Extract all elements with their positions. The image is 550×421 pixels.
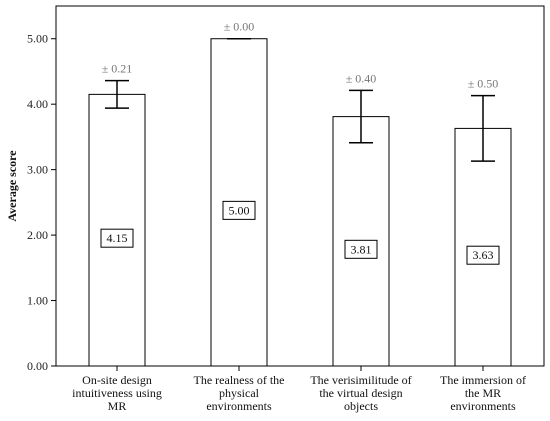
value-label: 5.00 (229, 203, 250, 217)
y-tick-label: 1.00 (27, 294, 48, 308)
value-label-box (100, 228, 134, 248)
category-label-line: environments (206, 399, 272, 413)
error-label: ± 0.00 (224, 20, 255, 34)
error-label: ± 0.40 (346, 71, 377, 85)
bar-group: ± 0.40 3.81 (332, 71, 390, 367)
category-label: The verisimilitude of the virtual design o… (310, 373, 411, 413)
plot-frame (55, 5, 545, 367)
category-label-line: environments (450, 399, 516, 413)
category-label-line: the virtual design (319, 386, 402, 400)
y-tick-label: 4.00 (27, 97, 48, 111)
bar-group: ± 0.21 4.15 (88, 62, 146, 367)
error-label: ± 0.50 (468, 77, 499, 91)
category-label-line: MR (108, 399, 127, 413)
y-tick-label: 0.00 (27, 359, 48, 373)
value-label-box (344, 239, 378, 259)
value-label-box (466, 245, 500, 265)
value-label-box (222, 200, 256, 220)
category-label-line: On-site design (82, 373, 152, 387)
value-label: 3.81 (351, 242, 372, 256)
y-tick-label: 3.00 (27, 163, 48, 177)
category-label-line: intuitiveness using (72, 386, 162, 400)
category-label-line: the MR (465, 386, 501, 400)
category-label: The realness of the physical environments (194, 373, 285, 413)
y-axis-label: Average score (5, 150, 19, 222)
category-label: On-site design intuitiveness using MR (72, 373, 162, 413)
category-labels: On-site design intuitiveness using MR The r… (72, 366, 526, 413)
bars: ± 0.21 4.15 ± 0.00 5.00 ± 0.40 3.81 ± 0.50 3.63 (88, 20, 512, 367)
category-label-line: objects (344, 399, 378, 413)
y-axis: 0.00 1.00 2.00 3.00 4.00 5.00 (27, 32, 56, 373)
category-label-line: physical (219, 386, 260, 400)
value-label: 4.15 (107, 231, 128, 245)
value-label: 3.63 (473, 248, 494, 262)
bar-group: ± 0.00 5.00 (210, 20, 268, 367)
error-label: ± 0.21 (102, 62, 133, 76)
bar-group: ± 0.50 3.63 (454, 77, 512, 367)
y-tick-label: 2.00 (27, 228, 48, 242)
category-label: The immersion of the MR environments (440, 373, 526, 413)
y-tick-label: 5.00 (27, 32, 48, 46)
category-label-line: The realness of the (194, 373, 285, 387)
category-label-line: The verisimilitude of (310, 373, 411, 387)
category-label-line: The immersion of (440, 373, 526, 387)
